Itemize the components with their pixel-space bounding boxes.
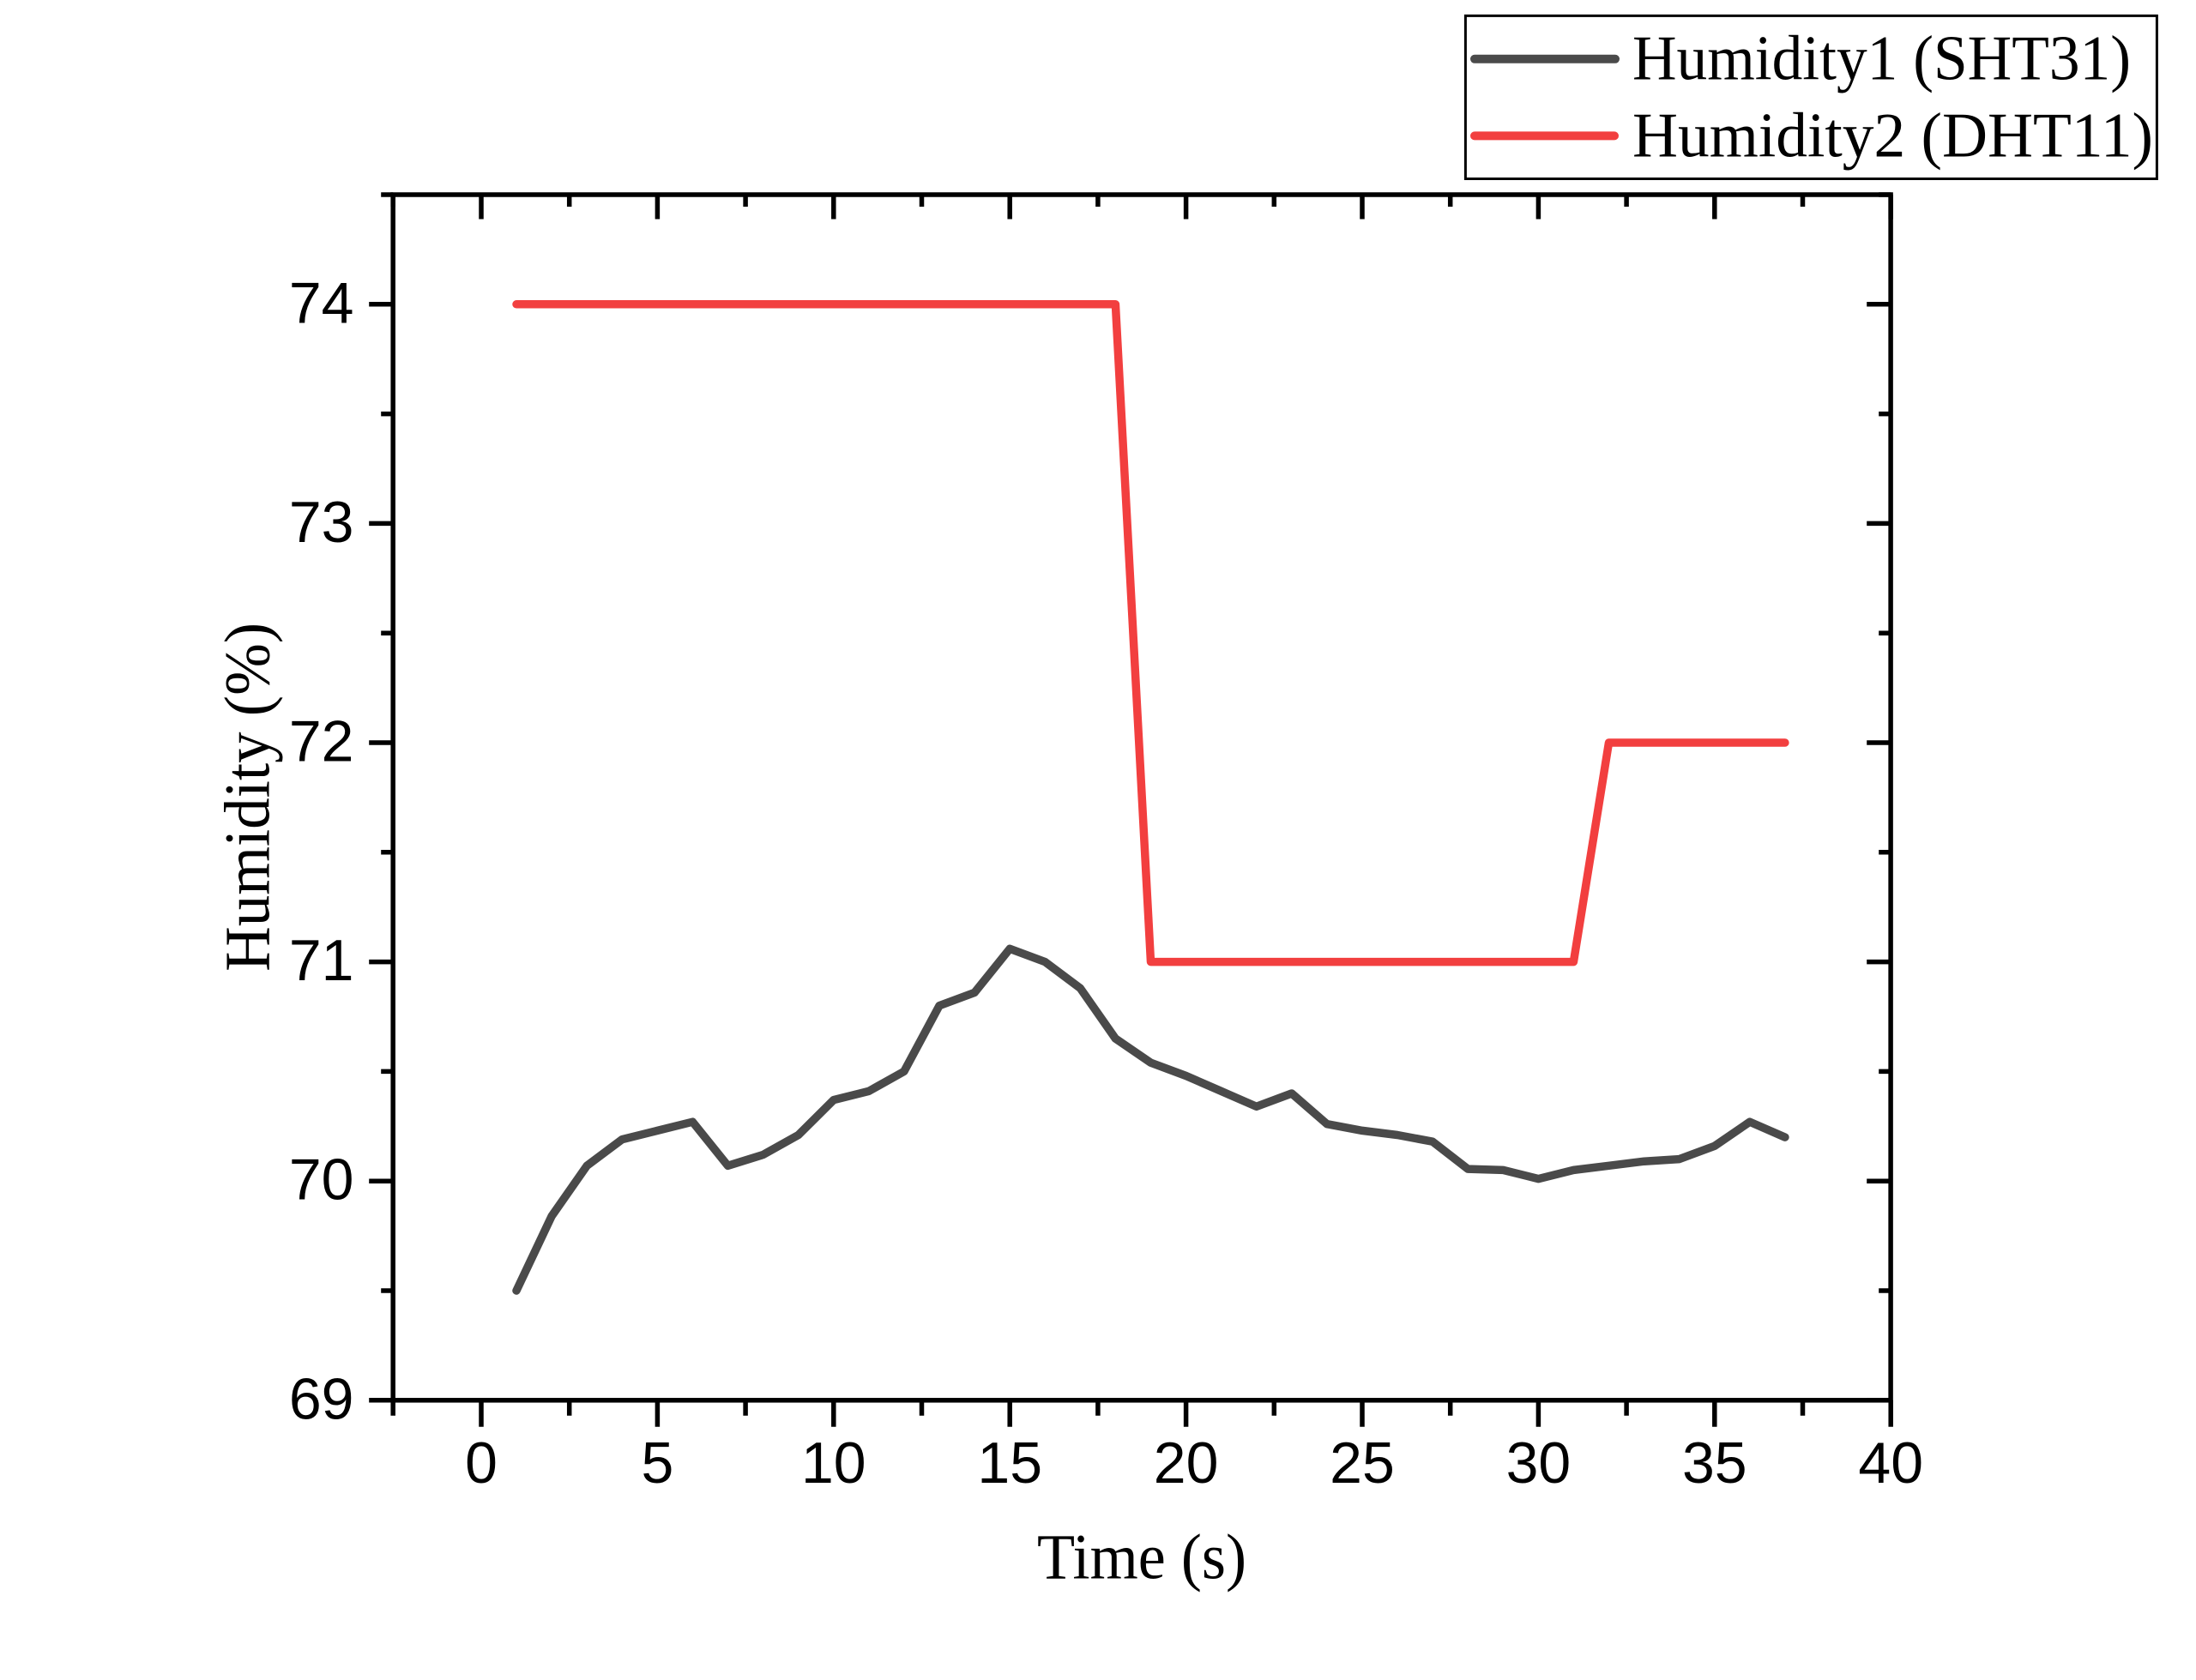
svg-text:74: 74 (289, 270, 354, 335)
svg-text:0: 0 (465, 1430, 498, 1496)
svg-text:30: 30 (1506, 1430, 1572, 1496)
svg-text:Humidity2 (DHT11): Humidity2 (DHT11) (1632, 100, 2153, 171)
svg-text:5: 5 (641, 1430, 673, 1496)
svg-text:25: 25 (1330, 1430, 1395, 1496)
svg-text:71: 71 (289, 928, 354, 993)
svg-text:20: 20 (1154, 1430, 1219, 1496)
svg-text:35: 35 (1682, 1430, 1747, 1496)
svg-text:Humidity1 (SHT31): Humidity1 (SHT31) (1632, 24, 2131, 94)
svg-text:73: 73 (289, 490, 354, 555)
svg-text:69: 69 (289, 1366, 354, 1431)
svg-text:Time (s): Time (s) (1037, 1522, 1246, 1593)
svg-text:70: 70 (289, 1147, 354, 1213)
svg-text:Humidity (%): Humidity (%) (213, 623, 284, 972)
svg-text:10: 10 (801, 1430, 866, 1496)
svg-text:15: 15 (977, 1430, 1042, 1496)
svg-text:72: 72 (289, 709, 354, 774)
svg-text:40: 40 (1858, 1430, 1923, 1496)
